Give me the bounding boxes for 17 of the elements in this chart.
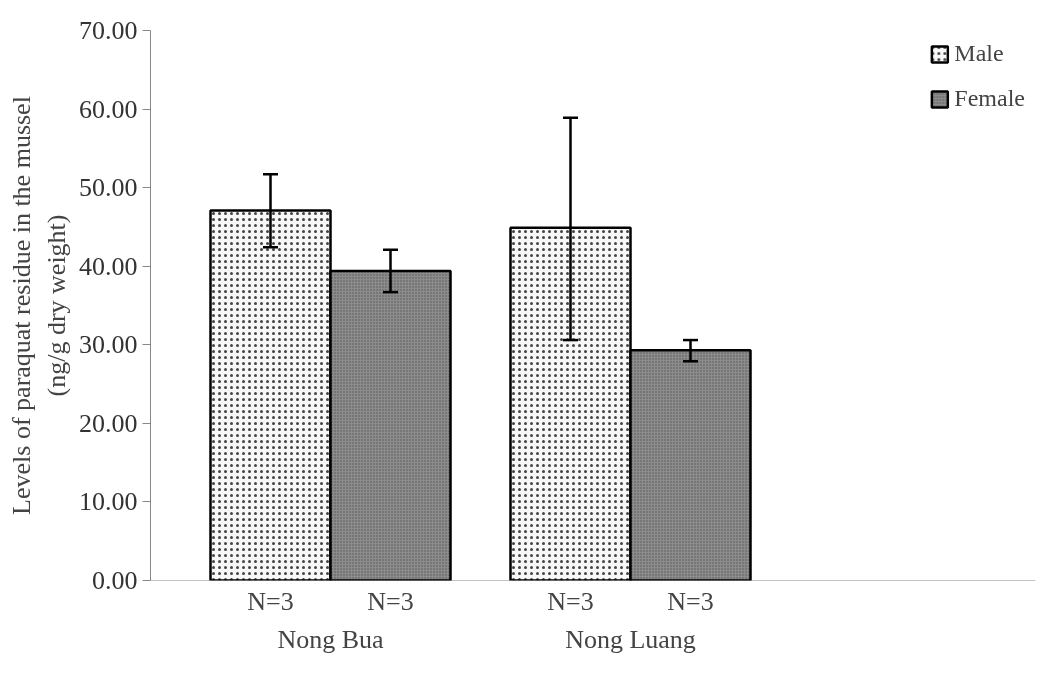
y-tick-label: 40.00 xyxy=(79,251,138,281)
y-axis-title: Levels of paraquat residue in the mussel (ng/g dry weight) xyxy=(7,96,71,515)
y-tick-label: 50.00 xyxy=(79,173,138,203)
legend-label: Male xyxy=(954,40,1004,67)
text: N=3 xyxy=(247,586,294,616)
legend-label: Female xyxy=(954,85,1025,112)
x-tick-label: Nong Luang xyxy=(565,624,696,654)
text: N=3 xyxy=(667,586,714,616)
y-tick-label: 70.00 xyxy=(79,16,138,45)
y-tick-label: 10.00 xyxy=(79,487,138,517)
y-tick-label: 60.00 xyxy=(79,94,138,124)
y-tick-label: 20.00 xyxy=(79,408,138,438)
text: N=3 xyxy=(547,586,594,616)
x-tick-label: Nong Bua xyxy=(277,624,385,654)
y-tick-label: 0.00 xyxy=(92,566,138,595)
text: N=3 xyxy=(367,586,414,616)
y-tick-label: 30.00 xyxy=(79,330,138,360)
